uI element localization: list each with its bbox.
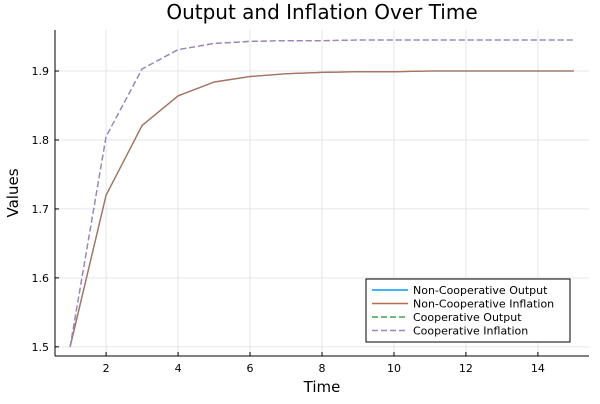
x-tick-label: 8 (319, 362, 326, 375)
x-tick-label: 6 (247, 362, 254, 375)
x-tick-label: 4 (175, 362, 182, 375)
legend-label-4: Cooperative Inflation (413, 325, 528, 338)
x-tick-label: 12 (459, 362, 473, 375)
x-tick-label: 10 (387, 362, 401, 375)
y-ticks: 1.5 1.6 1.7 1.8 1.9 (32, 65, 59, 354)
legend-label-2: Non-Cooperative Inflation (413, 298, 554, 311)
y-tick-label: 1.7 (32, 203, 50, 216)
y-tick-label: 1.8 (32, 134, 50, 147)
x-ticks: 2 4 6 8 10 12 14 (103, 352, 545, 375)
y-axis-label: Values (4, 168, 22, 217)
series-line-2 (69, 70, 574, 347)
y-tick-label: 1.5 (32, 341, 50, 354)
series-layer (69, 39, 574, 347)
y-tick-label: 1.9 (32, 65, 50, 78)
legend-label-1: Non-Cooperative Output (413, 284, 548, 297)
x-tick-label: 14 (531, 362, 545, 375)
y-tick-label: 1.6 (32, 272, 50, 285)
x-axis-label: Time (303, 378, 341, 396)
x-tick-label: 2 (103, 362, 110, 375)
grid-layer (55, 30, 589, 356)
chart-title: Output and Inflation Over Time (166, 0, 477, 24)
series-line-4 (69, 39, 574, 347)
legend-label-3: Cooperative Output (413, 311, 522, 324)
